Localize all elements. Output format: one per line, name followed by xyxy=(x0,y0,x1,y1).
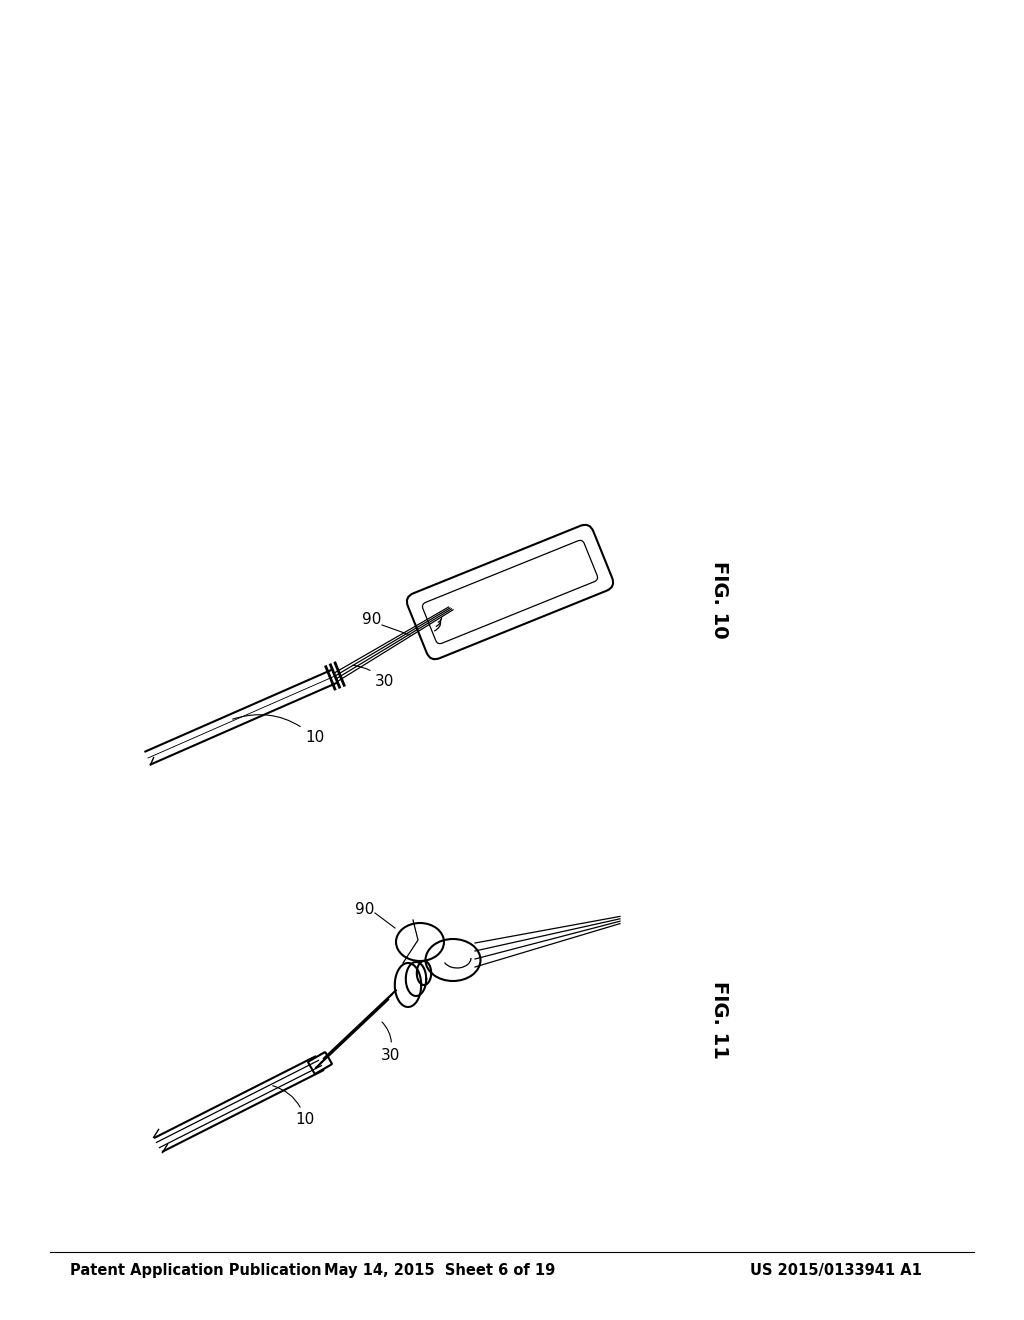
Text: Patent Application Publication: Patent Application Publication xyxy=(70,1262,322,1278)
Text: 10: 10 xyxy=(272,1086,314,1127)
Text: FIG. 10: FIG. 10 xyxy=(711,561,729,639)
Text: May 14, 2015  Sheet 6 of 19: May 14, 2015 Sheet 6 of 19 xyxy=(325,1262,556,1278)
Text: 10: 10 xyxy=(232,714,325,746)
Text: 30: 30 xyxy=(380,1022,399,1063)
Text: FIG. 11: FIG. 11 xyxy=(711,981,729,1059)
Text: 90: 90 xyxy=(355,903,375,917)
Text: 30: 30 xyxy=(352,665,394,689)
Text: US 2015/0133941 A1: US 2015/0133941 A1 xyxy=(750,1262,922,1278)
Text: 90: 90 xyxy=(362,612,382,627)
